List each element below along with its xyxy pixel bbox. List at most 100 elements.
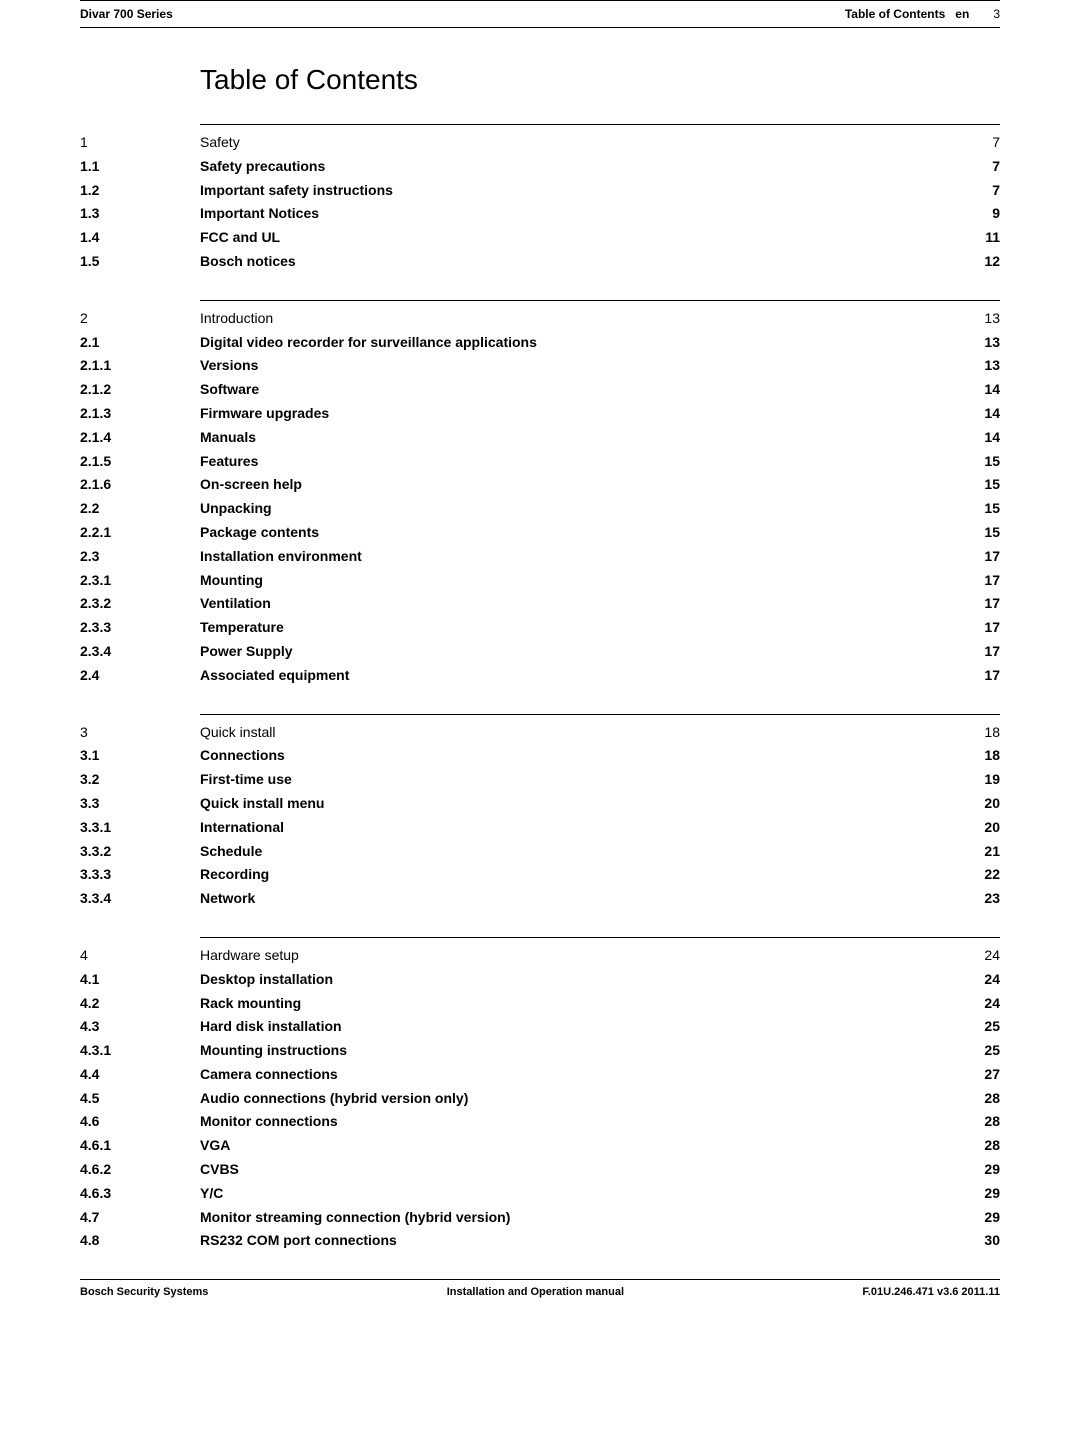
page-footer: Bosch Security Systems Installation and … (80, 1279, 1000, 1298)
toc-label: Connections (200, 744, 960, 768)
toc-row: 1.4FCC and UL11 (80, 226, 1000, 250)
page-header: Divar 700 Series Table of Contents en 3 (80, 0, 1000, 28)
toc-num: 2 (80, 307, 200, 331)
toc-page: 15 (960, 473, 1000, 497)
toc-label: Associated equipment (200, 664, 960, 688)
toc-label: Temperature (200, 616, 960, 640)
toc-row: 2.3.4Power Supply17 (80, 640, 1000, 664)
toc-page: 14 (960, 378, 1000, 402)
toc-page: 29 (960, 1206, 1000, 1230)
toc-num: 3.3.1 (80, 816, 200, 840)
section-rule (200, 937, 1000, 938)
toc-page: 15 (960, 497, 1000, 521)
toc-num: 4.6.1 (80, 1134, 200, 1158)
toc-num: 3.1 (80, 744, 200, 768)
toc-row: 3.3Quick install menu20 (80, 792, 1000, 816)
toc-num: 1.1 (80, 155, 200, 179)
toc-page: 28 (960, 1087, 1000, 1111)
toc-num: 2.1.2 (80, 378, 200, 402)
toc-row: 4.6.2CVBS29 (80, 1158, 1000, 1182)
toc-page: 9 (960, 202, 1000, 226)
toc-page: 17 (960, 616, 1000, 640)
toc-page: 28 (960, 1110, 1000, 1134)
toc-label: Network (200, 887, 960, 911)
toc-label: Safety precautions (200, 155, 960, 179)
toc-row: 2.2.1Package contents15 (80, 521, 1000, 545)
toc-num: 4.1 (80, 968, 200, 992)
toc-label: Hardware setup (200, 944, 960, 968)
toc-row: 4.2Rack mounting24 (80, 992, 1000, 1016)
toc-page: 17 (960, 664, 1000, 688)
toc-page: 7 (960, 179, 1000, 203)
toc-num: 2.3 (80, 545, 200, 569)
footer-left: Bosch Security Systems (80, 1286, 208, 1298)
toc-page: 23 (960, 887, 1000, 911)
toc-page: 20 (960, 792, 1000, 816)
toc-page: 21 (960, 840, 1000, 864)
toc-page: 25 (960, 1015, 1000, 1039)
toc-num: 4.3.1 (80, 1039, 200, 1063)
toc-label: Desktop installation (200, 968, 960, 992)
toc-page: 28 (960, 1134, 1000, 1158)
toc-num: 2.3.3 (80, 616, 200, 640)
toc-label: CVBS (200, 1158, 960, 1182)
footer-right: F.01U.246.471 v3.6 2011.11 (862, 1286, 1000, 1298)
toc-label: Important Notices (200, 202, 960, 226)
toc-num: 3.2 (80, 768, 200, 792)
toc-label: Ventilation (200, 592, 960, 616)
toc-row: 2.2Unpacking15 (80, 497, 1000, 521)
toc-page: 17 (960, 569, 1000, 593)
header-right-lang: en (955, 7, 969, 21)
toc-page: 27 (960, 1063, 1000, 1087)
toc-num: 3 (80, 721, 200, 745)
toc-label: Mounting instructions (200, 1039, 960, 1063)
toc-page: 18 (960, 721, 1000, 745)
toc-label: Firmware upgrades (200, 402, 960, 426)
toc-label: Package contents (200, 521, 960, 545)
toc-page: 7 (960, 131, 1000, 155)
toc-num: 4.6 (80, 1110, 200, 1134)
toc-num: 2.2 (80, 497, 200, 521)
toc-label: Manuals (200, 426, 960, 450)
toc-label: Bosch notices (200, 250, 960, 274)
toc-chapter-row: 4Hardware setup24 (80, 944, 1000, 968)
section-rule (200, 300, 1000, 301)
section-rule (200, 124, 1000, 125)
toc-label: Schedule (200, 840, 960, 864)
header-left: Divar 700 Series (80, 7, 173, 21)
toc-row: 4.4Camera connections27 (80, 1063, 1000, 1087)
toc-row: 1.5Bosch notices12 (80, 250, 1000, 274)
toc-row: 3.1Connections18 (80, 744, 1000, 768)
toc-page: 30 (960, 1229, 1000, 1253)
toc-label: Safety (200, 131, 960, 155)
toc-row: 3.3.2Schedule21 (80, 840, 1000, 864)
toc-num: 2.4 (80, 664, 200, 688)
toc-num: 2.1.6 (80, 473, 200, 497)
toc-page: 24 (960, 992, 1000, 1016)
toc-page: 29 (960, 1182, 1000, 1206)
toc-num: 2.3.4 (80, 640, 200, 664)
toc-page: 7 (960, 155, 1000, 179)
toc-row: 4.8RS232 COM port connections30 (80, 1229, 1000, 1253)
toc-page: 24 (960, 944, 1000, 968)
toc-block: 4Hardware setup244.1Desktop installation… (80, 937, 1000, 1253)
header-right-label: Table of Contents (845, 7, 945, 21)
toc-page: 14 (960, 426, 1000, 450)
toc-label: First-time use (200, 768, 960, 792)
toc-row: 4.3Hard disk installation25 (80, 1015, 1000, 1039)
toc-row: 3.3.4Network23 (80, 887, 1000, 911)
toc-block: 2Introduction132.1Digital video recorder… (80, 300, 1000, 688)
toc-row: 2.1Digital video recorder for surveillan… (80, 331, 1000, 355)
toc-num: 2.3.2 (80, 592, 200, 616)
toc-label: Recording (200, 863, 960, 887)
toc-num: 1.2 (80, 179, 200, 203)
toc-num: 4.2 (80, 992, 200, 1016)
toc-num: 2.3.1 (80, 569, 200, 593)
toc-label: Quick install (200, 721, 960, 745)
toc-row: 2.1.1Versions13 (80, 354, 1000, 378)
section-rule (200, 714, 1000, 715)
toc-row: 3.3.1International20 (80, 816, 1000, 840)
toc-page: 17 (960, 545, 1000, 569)
toc-row: 2.1.6On-screen help15 (80, 473, 1000, 497)
toc-title: Table of Contents (80, 64, 1000, 96)
